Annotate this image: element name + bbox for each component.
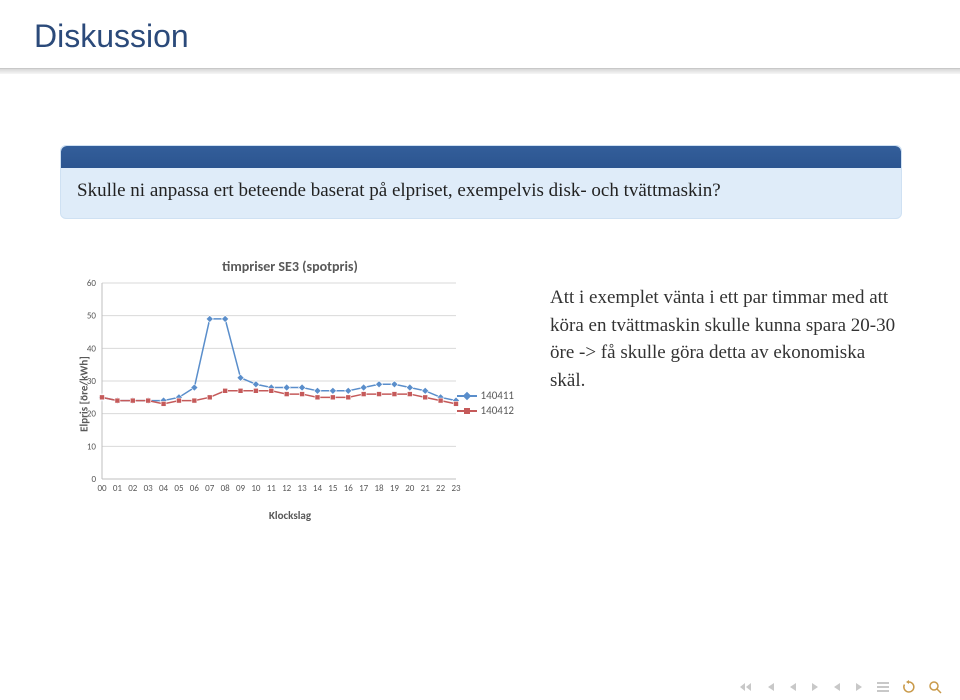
svg-text:22: 22: [436, 483, 446, 494]
svg-text:17: 17: [359, 483, 369, 494]
nav-menu-icon[interactable]: [876, 681, 890, 693]
svg-text:60: 60: [87, 279, 97, 289]
nav-prev3-icon[interactable]: [832, 682, 842, 692]
svg-text:19: 19: [390, 483, 400, 494]
svg-text:06: 06: [190, 483, 200, 494]
svg-text:00: 00: [97, 483, 107, 494]
nav-next2-icon[interactable]: [854, 682, 864, 692]
chart-legend: 140411 140412: [457, 387, 514, 419]
svg-text:03: 03: [144, 483, 154, 494]
legend-item: 140411: [457, 389, 514, 402]
nav-first-icon[interactable]: [740, 682, 754, 692]
svg-text:07: 07: [205, 483, 215, 494]
svg-text:10: 10: [251, 483, 261, 494]
chart-title: timpriser SE3 (spotpris): [60, 258, 520, 275]
svg-text:0: 0: [91, 474, 96, 485]
svg-text:18: 18: [374, 483, 384, 494]
question-block: Skulle ni anpassa ert beteende baserat p…: [60, 145, 902, 219]
svg-text:14: 14: [313, 483, 323, 494]
nav-prev-icon[interactable]: [766, 682, 776, 692]
slide-title: Diskussion: [34, 18, 189, 55]
svg-text:20: 20: [405, 483, 415, 494]
svg-text:15: 15: [328, 483, 338, 494]
svg-text:09: 09: [236, 483, 246, 494]
title-divider: [0, 68, 960, 74]
svg-text:01: 01: [113, 483, 123, 494]
chart-column: timpriser SE3 (spotpris) Elpris [öre/kWh…: [60, 258, 520, 522]
svg-text:05: 05: [174, 483, 184, 494]
nav-search-icon[interactable]: [928, 680, 942, 694]
price-chart: Elpris [öre/kWh] 01020304050600001020304…: [60, 279, 520, 509]
svg-text:13: 13: [298, 483, 308, 494]
svg-text:12: 12: [282, 483, 292, 494]
svg-text:50: 50: [87, 311, 97, 322]
svg-text:02: 02: [128, 483, 138, 494]
svg-text:04: 04: [159, 483, 169, 494]
y-axis-label: Elpris [öre/kWh]: [77, 356, 90, 432]
svg-text:10: 10: [87, 441, 97, 452]
svg-text:40: 40: [87, 343, 97, 354]
nav-prev2-icon[interactable]: [788, 682, 798, 692]
question-text: Skulle ni anpassa ert beteende baserat p…: [61, 168, 901, 218]
svg-text:16: 16: [344, 483, 354, 494]
nav-next-icon[interactable]: [810, 682, 820, 692]
svg-text:21: 21: [421, 483, 431, 494]
x-axis-label: Klockslag: [60, 509, 520, 522]
legend-item: 140412: [457, 404, 514, 417]
svg-text:11: 11: [267, 483, 277, 494]
nav-refresh-icon[interactable]: [902, 680, 916, 694]
svg-text:23: 23: [451, 483, 461, 494]
svg-text:08: 08: [221, 483, 231, 494]
block-header: [61, 146, 901, 168]
commentary-text: Att i exemplet vänta i ett par timmar me…: [550, 258, 900, 522]
nav-footer: [740, 680, 942, 694]
